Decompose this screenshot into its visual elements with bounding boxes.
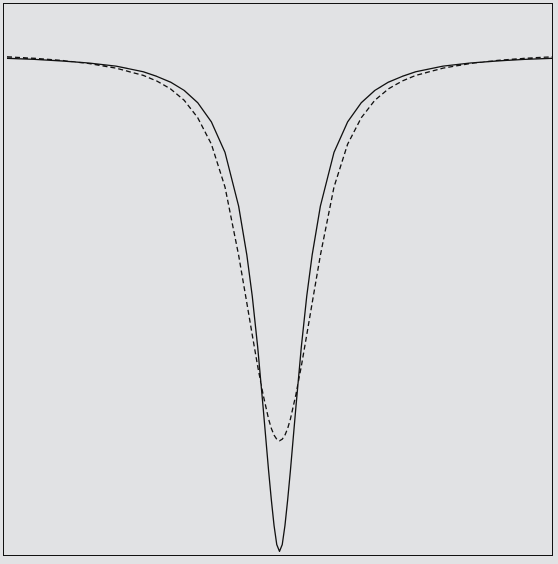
plot-frame bbox=[3, 3, 553, 556]
series-layer bbox=[6, 56, 553, 553]
series-line-dashed bbox=[6, 56, 553, 442]
series-line-solid bbox=[6, 57, 553, 553]
